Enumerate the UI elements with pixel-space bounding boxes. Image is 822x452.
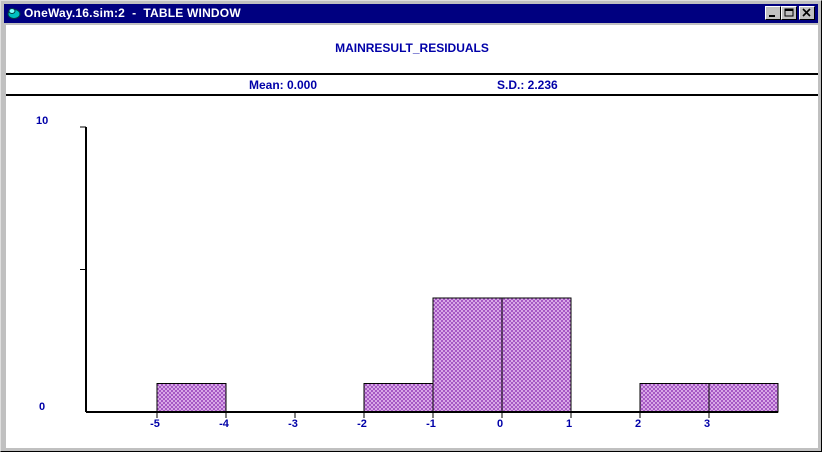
window-title: OneWay.16.sim:2 - TABLE WINDOW: [24, 6, 241, 20]
header-divider-top: [6, 73, 818, 75]
sd-label: S.D.: 2.236: [497, 78, 558, 92]
minimize-button[interactable]: [765, 6, 781, 20]
x-tick-label: -1: [426, 418, 436, 430]
maximize-icon: [784, 8, 794, 17]
x-tick-label: -5: [150, 418, 160, 430]
histogram-plot: -5 -4 -3 -2 -1 0 1 2 3: [80, 126, 779, 430]
y-tick-label-max: 10: [36, 115, 49, 127]
histogram-bar: [639, 383, 710, 413]
x-tick-label: -2: [357, 418, 367, 430]
y-tick-label-min: 0: [39, 401, 46, 413]
histogram-bar: [156, 383, 227, 413]
histogram-bar: [363, 383, 434, 413]
x-tick-label: -3: [288, 418, 298, 430]
x-tick-label: 3: [704, 418, 710, 430]
x-tick-label: 2: [635, 418, 641, 430]
header-divider-bottom: [6, 94, 818, 96]
mean-label: Mean: 0.000: [249, 78, 318, 92]
close-button[interactable]: [799, 6, 815, 20]
app-icon: [7, 8, 21, 19]
chart-title: MAINRESULT_RESIDUALS: [335, 41, 489, 55]
x-tick-label: 0: [497, 418, 503, 430]
x-tick-label: -4: [219, 418, 230, 430]
histogram-bar: [432, 297, 503, 413]
maximize-button[interactable]: [781, 6, 797, 20]
x-tick-label: 1: [566, 418, 572, 430]
histogram-bar: [708, 383, 779, 413]
title-bar[interactable]: OneWay.16.sim:2 - TABLE WINDOW: [4, 4, 818, 23]
table-client-area: MAINRESULT_RESIDUALS Mean: 0.000 S.D.: 2…: [6, 25, 818, 448]
histogram-bar: [501, 297, 572, 413]
minimize-icon: [769, 15, 775, 17]
close-icon: [802, 8, 811, 17]
